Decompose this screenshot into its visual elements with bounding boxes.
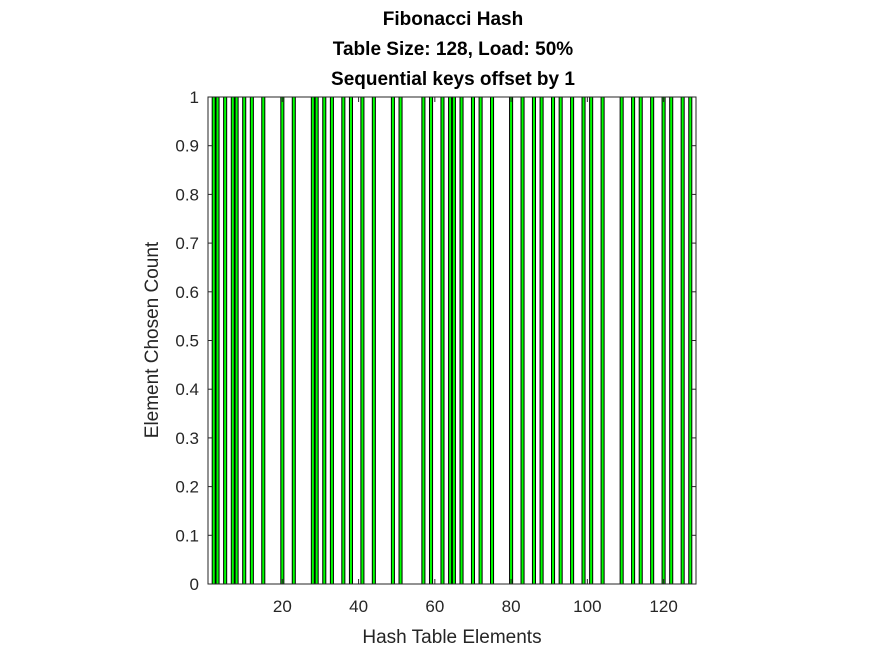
bar bbox=[490, 96, 495, 585]
chart-subtitle: Table Size: 128, Load: 50% bbox=[333, 39, 574, 60]
bar bbox=[398, 96, 403, 585]
bar bbox=[390, 96, 395, 585]
bar bbox=[341, 96, 346, 585]
bar bbox=[509, 96, 514, 585]
y-tick-label: 0 bbox=[190, 575, 199, 594]
y-axis: 0 0.1 0.2 0.3 0.4 0.5 0.6 0.7 0.8 0.9 1 bbox=[175, 88, 696, 594]
bar bbox=[291, 96, 296, 585]
bar bbox=[242, 96, 247, 585]
y-axis-label: Element Chosen Count bbox=[142, 241, 163, 438]
y-tick-label: 0.1 bbox=[175, 526, 199, 545]
y-tick-label: 0.6 bbox=[175, 283, 199, 302]
bar bbox=[360, 96, 365, 585]
bar bbox=[570, 96, 575, 585]
x-tick-label: 80 bbox=[502, 597, 521, 616]
y-tick-label: 1 bbox=[190, 88, 199, 107]
bar bbox=[448, 96, 453, 585]
bar bbox=[619, 96, 624, 585]
bar bbox=[421, 96, 426, 585]
bar bbox=[650, 96, 655, 585]
bar bbox=[539, 96, 544, 585]
x-tick-label: 40 bbox=[349, 597, 368, 616]
bar bbox=[669, 96, 674, 585]
bar bbox=[638, 96, 643, 585]
bar bbox=[429, 96, 434, 585]
bars-group bbox=[211, 96, 693, 585]
bar bbox=[520, 96, 525, 585]
x-axis: 20 40 60 80 100 120 bbox=[273, 97, 678, 616]
bar bbox=[581, 96, 586, 585]
bar bbox=[280, 96, 285, 585]
y-tick-label: 0.9 bbox=[175, 137, 199, 156]
bar bbox=[261, 96, 266, 585]
y-tick-label: 0.2 bbox=[175, 478, 199, 497]
x-axis-label: Hash Table Elements bbox=[362, 627, 541, 648]
y-tick-label: 0.7 bbox=[175, 234, 199, 253]
bar bbox=[234, 96, 239, 585]
bar bbox=[600, 96, 605, 585]
y-tick-label: 0.3 bbox=[175, 429, 199, 448]
y-tick-label: 0.5 bbox=[175, 332, 199, 351]
bar bbox=[314, 96, 319, 585]
bar bbox=[329, 96, 334, 585]
chart-subtitle-2: Sequential keys offset by 1 bbox=[331, 69, 575, 90]
bar bbox=[348, 96, 353, 585]
bar bbox=[440, 96, 445, 585]
bar bbox=[215, 96, 220, 585]
bar bbox=[661, 96, 666, 585]
bar bbox=[631, 96, 636, 585]
bar bbox=[310, 96, 315, 585]
bar bbox=[451, 96, 456, 585]
bar bbox=[249, 96, 254, 585]
bar bbox=[470, 96, 475, 585]
x-tick-label: 60 bbox=[425, 597, 444, 616]
y-tick-label: 0.8 bbox=[175, 185, 199, 204]
bar bbox=[322, 96, 327, 585]
bar bbox=[551, 96, 556, 585]
x-tick-label: 120 bbox=[649, 597, 677, 616]
bar bbox=[478, 96, 483, 585]
bar bbox=[230, 96, 235, 585]
bar bbox=[223, 96, 228, 585]
x-tick-label: 20 bbox=[273, 597, 292, 616]
bar bbox=[558, 96, 563, 585]
x-tick-label: 100 bbox=[573, 597, 601, 616]
bar bbox=[680, 96, 685, 585]
bar bbox=[459, 96, 464, 585]
chart-title: Fibonacci Hash bbox=[383, 9, 523, 30]
y-tick-label: 0.4 bbox=[175, 380, 199, 399]
bar bbox=[531, 96, 536, 585]
bar bbox=[371, 96, 376, 585]
bar bbox=[589, 96, 594, 585]
